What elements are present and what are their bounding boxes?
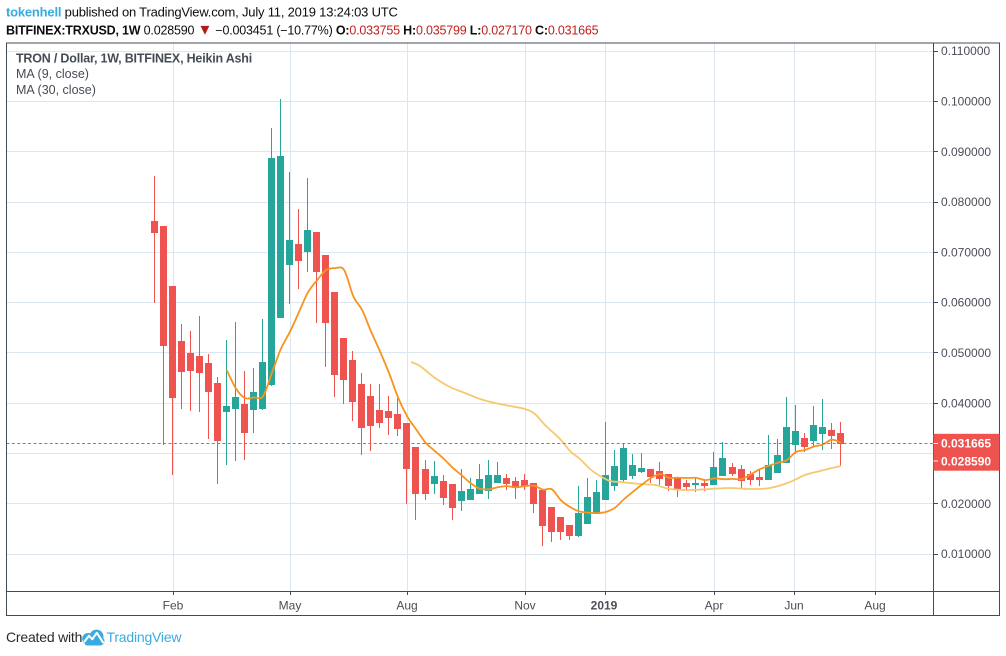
- svg-text:Aug: Aug: [396, 599, 417, 613]
- svg-text:0.010000: 0.010000: [941, 547, 991, 561]
- svg-text:Feb: Feb: [163, 599, 184, 613]
- svg-text:MA (30, close): MA (30, close): [16, 83, 96, 97]
- svg-text:Aug: Aug: [864, 599, 885, 613]
- svg-text:0.110000: 0.110000: [941, 44, 990, 58]
- svg-text:0.080000: 0.080000: [941, 195, 991, 209]
- svg-text:TradingView: TradingView: [107, 629, 183, 645]
- svg-text:0.090000: 0.090000: [941, 145, 991, 159]
- svg-text:0.050000: 0.050000: [941, 346, 991, 360]
- svg-text:Created with: Created with: [6, 629, 82, 645]
- svg-text:2019: 2019: [591, 599, 618, 613]
- svg-text:May: May: [279, 599, 302, 613]
- svg-text:BITFINEX:TRXUSD, 1W 0.028590: BITFINEX:TRXUSD, 1W 0.028590 ▼ −0.003451…: [6, 22, 599, 39]
- svg-text:0.031665: 0.031665: [941, 436, 991, 450]
- svg-text:0.070000: 0.070000: [941, 245, 991, 259]
- svg-text:tokenhell published on Trading: tokenhell published on TradingView.com, …: [6, 5, 398, 20]
- svg-text:0.060000: 0.060000: [941, 296, 991, 310]
- svg-text:MA (9, close): MA (9, close): [16, 67, 89, 81]
- svg-text:Jun: Jun: [784, 599, 803, 613]
- svg-text:Nov: Nov: [514, 599, 535, 613]
- svg-text:0.040000: 0.040000: [941, 396, 991, 410]
- svg-text:0.028590: 0.028590: [941, 454, 991, 468]
- svg-text:0.020000: 0.020000: [941, 497, 991, 511]
- svg-text:TRON / Dollar, 1W, BITFINEX, H: TRON / Dollar, 1W, BITFINEX, Heikin Ashi: [16, 52, 252, 66]
- svg-text:Apr: Apr: [705, 599, 724, 613]
- svg-text:0.100000: 0.100000: [941, 95, 991, 109]
